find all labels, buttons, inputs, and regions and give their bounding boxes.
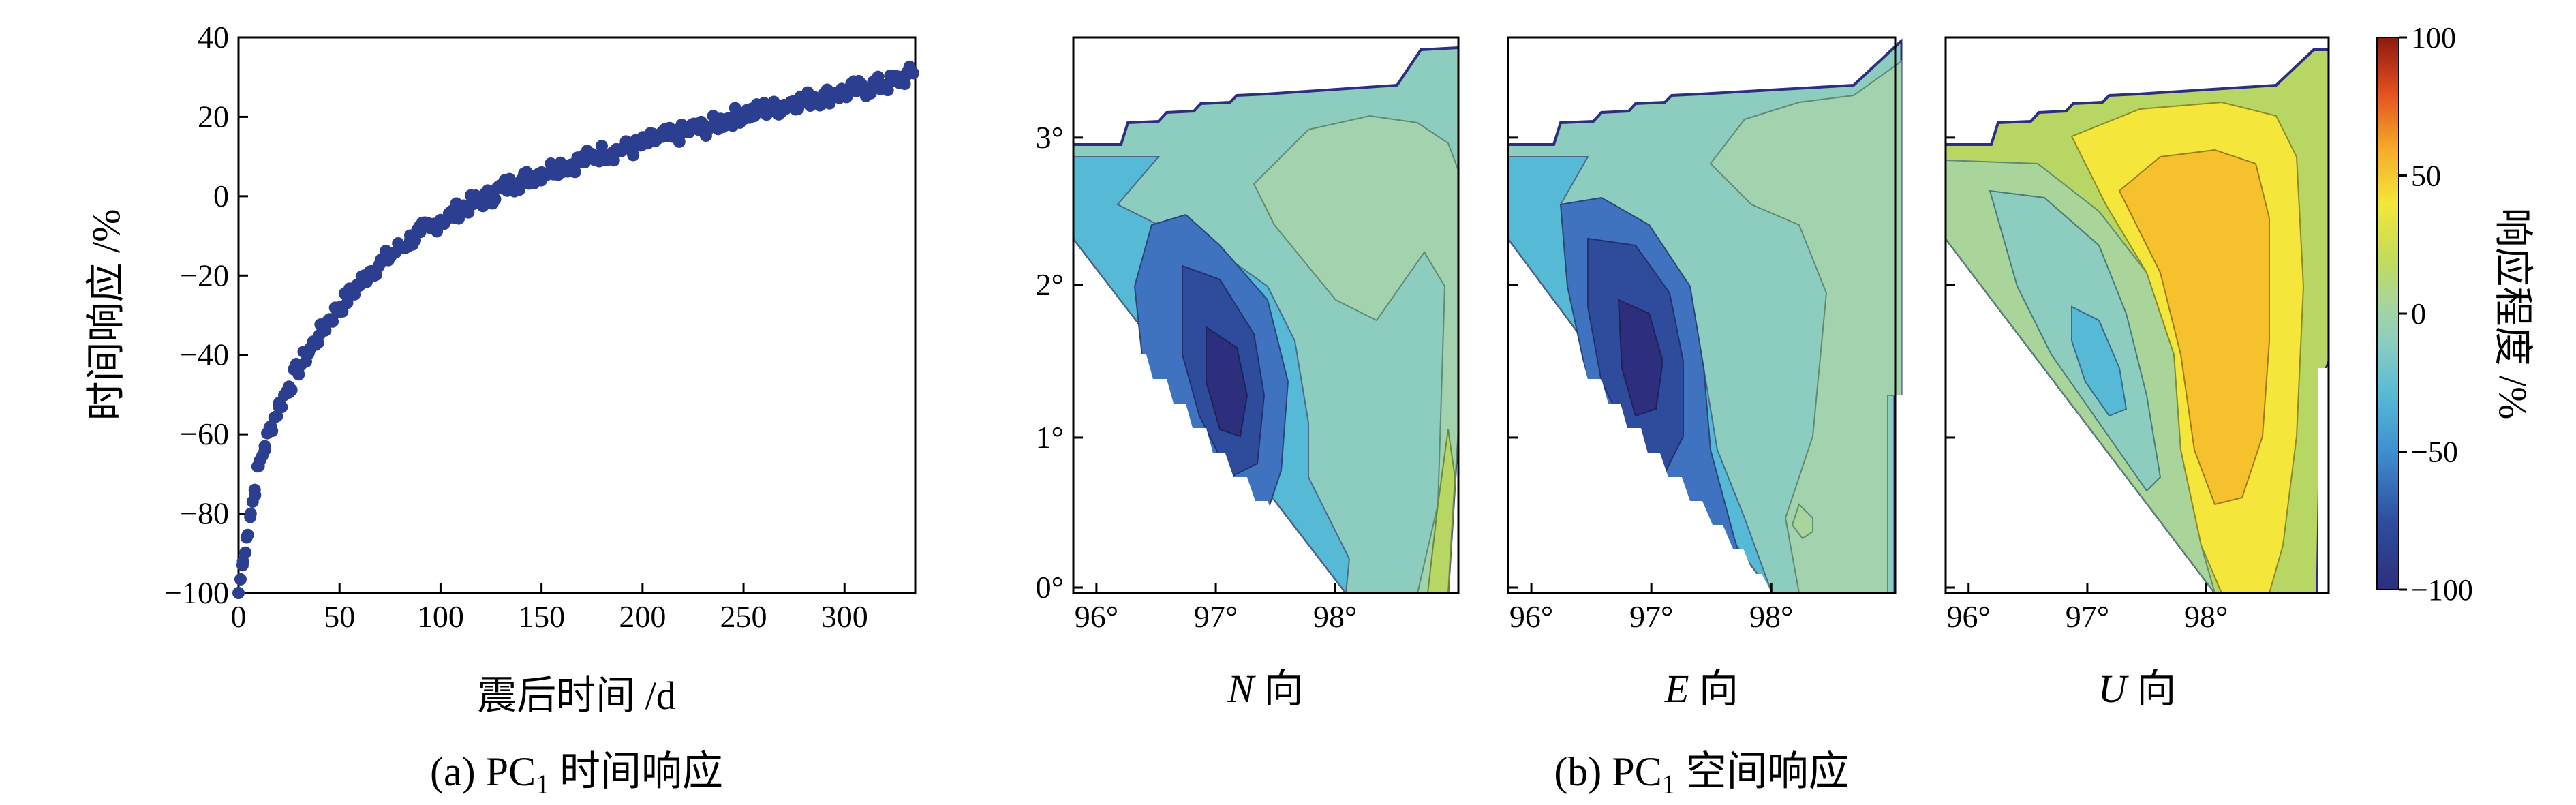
data-point (881, 84, 894, 97)
contour-e-level-5 (1617, 299, 1664, 417)
contour-u-stairs (1946, 146, 2208, 593)
x-tick-label: 0 (231, 599, 247, 634)
colorbar-tick-label: −100 (2411, 573, 2473, 607)
data-point (489, 193, 502, 206)
data-point (906, 65, 919, 78)
data-point (595, 140, 608, 153)
x-tick-label: 100 (417, 599, 464, 634)
lon-tick-label: 97° (1194, 599, 1238, 634)
panel-a-caption: (a) PC1 时间响应 (430, 749, 723, 800)
data-point (258, 444, 271, 457)
lon-tick-label: 96° (1947, 599, 1991, 634)
data-point (271, 410, 283, 423)
data-point (513, 183, 526, 196)
data-point (409, 234, 422, 247)
colorbar-label: 响应程度 /% (2491, 208, 2535, 420)
y-tick-label: 40 (198, 20, 229, 55)
panel-b-caption: (b) PC1 空间响应 (1554, 749, 1849, 800)
colorbar: 100 50 0 −50 −100 响应程度 /% (2376, 21, 2535, 607)
lat-tick-label: 2° (1036, 267, 1064, 302)
lon-tick-label: 98° (1749, 599, 1793, 634)
data-point (673, 135, 686, 148)
y-tick-label: −40 (180, 337, 229, 372)
panel-b-ticks: 96° 97° 98° 0° 1° 2° 3° 96° 97° 98° 96° 97° 98° (1036, 120, 2228, 634)
panel-b: 96° 97° 98°0°1°2°3°96° 97° 98° 96° 97° 98° N 向 … (1036, 21, 2535, 800)
x-tick-label: 300 (821, 599, 868, 634)
panel-a: 0 50 100 150 200 250 300−100−80−60−40−2002040 … (84, 20, 920, 800)
lon-tick-label: 98° (1313, 599, 1357, 634)
contour-e-stairs (1508, 146, 1772, 593)
x-tick-label: 50 (324, 599, 355, 634)
x-tick-label: 250 (720, 599, 767, 634)
lat-tick-label: 3° (1036, 120, 1064, 155)
data-point (311, 337, 324, 350)
contour-u-level-blue (2071, 305, 2128, 417)
lon-tick-label: 97° (2066, 599, 2109, 634)
data-point (872, 70, 885, 83)
contour-u-level-orange (2118, 149, 2270, 506)
lon-tick-label: 96° (1509, 599, 1553, 634)
colorbar-ticks: 100 50 0 −50 −100 (2399, 21, 2473, 607)
data-point (481, 184, 494, 197)
data-point (545, 157, 557, 170)
panel-a-xlabel: 震后时间 /d (477, 673, 676, 718)
data-point (864, 87, 877, 100)
data-point (898, 78, 911, 91)
panel-a-ticks: 0 50 100 150 200 250 300 −100 −80 −60 −40 −20 0 20 40 (164, 20, 868, 634)
contour-e-inner (1791, 503, 1813, 540)
y-tick-label: 20 (198, 99, 229, 134)
y-tick-label: −80 (180, 496, 229, 531)
contour-map-e (1507, 36, 1903, 594)
data-point (244, 511, 257, 523)
data-point (627, 149, 640, 162)
data-point (503, 172, 516, 185)
y-tick-label: −60 (180, 416, 229, 451)
contour-n-yellowgreen (1426, 429, 1456, 594)
panel-a-axes (237, 36, 917, 594)
data-point (241, 528, 254, 541)
data-point (292, 368, 305, 381)
data-point (341, 297, 354, 309)
data-point (275, 401, 288, 414)
data-point (285, 384, 298, 397)
data-point (239, 546, 252, 559)
panel-a-points (232, 60, 920, 599)
x-tick-label: 150 (518, 599, 565, 634)
data-point (234, 573, 247, 586)
data-point (232, 587, 245, 599)
colorbar-tick-label: 100 (2411, 21, 2456, 55)
panel-a-ylabel: 时间响应 /% (84, 209, 128, 421)
lat-tick-label: 0° (1036, 570, 1064, 605)
colorbar-tick-label: −50 (2411, 436, 2458, 469)
lon-tick-label: 98° (2184, 599, 2228, 634)
contour-map-n (1072, 36, 1460, 595)
colorbar-tick-label: 50 (2411, 160, 2441, 193)
y-tick-label: −20 (180, 258, 229, 292)
data-point (568, 166, 581, 179)
data-point (607, 154, 620, 167)
lon-tick-label: 97° (1629, 599, 1673, 634)
data-point (319, 324, 332, 337)
lat-tick-label: 1° (1036, 420, 1064, 455)
y-tick-label: −100 (164, 575, 229, 610)
label-u-direction: U 向 (2098, 667, 2176, 711)
colorbar-gradient (2376, 37, 2399, 590)
lon-tick-label: 96° (1075, 599, 1118, 634)
y-tick-label: 0 (213, 179, 229, 213)
data-point (249, 489, 262, 502)
label-e-direction: E 向 (1664, 667, 1738, 711)
colorbar-tick-label: 0 (2411, 297, 2426, 331)
contour-map-u (1944, 36, 2330, 594)
label-n-direction: N 向 (1227, 667, 1303, 711)
x-tick-label: 200 (619, 599, 666, 634)
contour-n-stairs (1073, 146, 1343, 593)
contour-n-level-5 (1206, 326, 1248, 438)
data-point (326, 315, 339, 328)
data-point (266, 425, 279, 438)
